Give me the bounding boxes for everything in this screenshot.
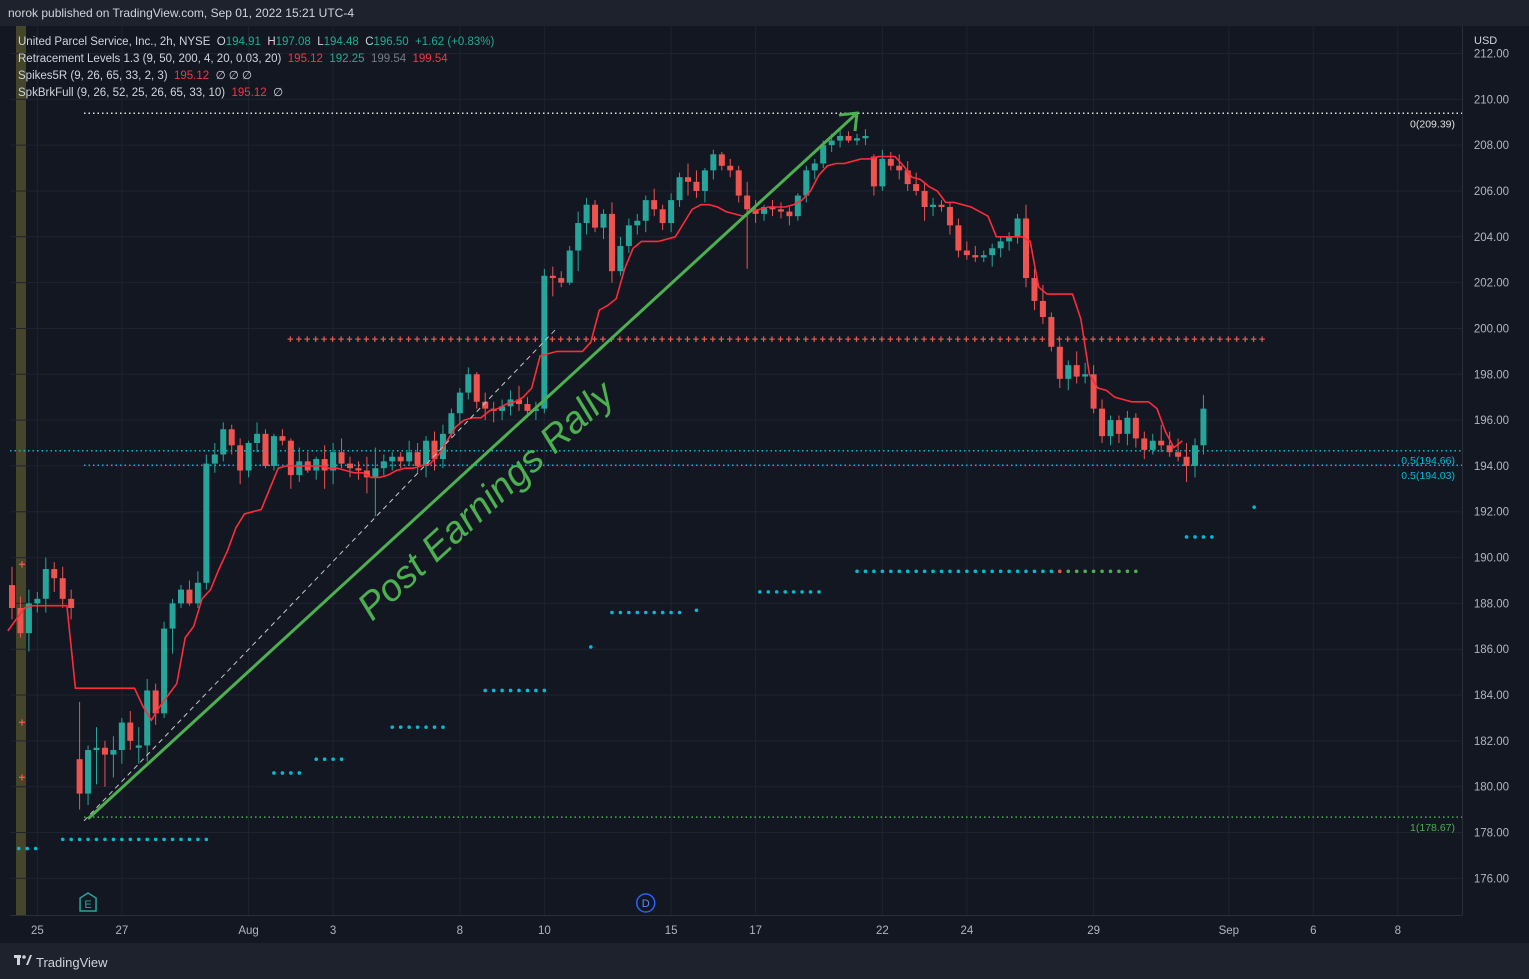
time-axis[interactable] <box>10 915 1462 944</box>
o-label: O <box>216 36 226 48</box>
l-value: 194.48 <box>323 36 359 48</box>
c-value: 196.50 <box>373 36 409 48</box>
footer-brand: TradingView <box>36 955 108 970</box>
ind1-v4: 199.54 <box>412 53 448 65</box>
h-label: H <box>267 36 276 48</box>
chart-pane[interactable] <box>10 26 1462 915</box>
c-label: C <box>365 36 374 48</box>
ind1-v3: 199.54 <box>370 53 407 65</box>
l-label: L <box>317 36 324 48</box>
change-value: +1.62 (+0.83%) <box>415 36 495 48</box>
ind1-name: Retracement Levels 1.3 (9, 50, 200, 4, 2… <box>18 53 282 65</box>
legend-main: United Parcel Service, Inc., 2h, NYSE O1… <box>18 34 494 51</box>
ind3-name: SpkBrkFull (9, 26, 52, 25, 26, 65, 33, 1… <box>18 87 226 99</box>
ind1-v1: 195.12 <box>287 53 323 65</box>
tradingview-logo-icon <box>14 955 32 965</box>
ind2-v1: 195.12 <box>173 70 210 82</box>
o-value: 194.91 <box>225 36 261 48</box>
ind1-v2: 192.25 <box>329 53 365 65</box>
legend-ind2[interactable]: Spikes5R (9, 26, 65, 33, 2, 3) 195.12 ∅ … <box>18 68 494 85</box>
price-axis[interactable] <box>1462 26 1529 915</box>
publisher-text: norok published on TradingView.com, Sep … <box>8 6 354 20</box>
ind2-name: Spikes5R (9, 26, 65, 33, 2, 3) <box>18 70 168 82</box>
legend: United Parcel Service, Inc., 2h, NYSE O1… <box>18 34 494 102</box>
ind3-v1: 195.12 <box>231 87 267 99</box>
legend-ind1[interactable]: Retracement Levels 1.3 (9, 50, 200, 4, 2… <box>18 51 494 68</box>
footer-bar: TradingView <box>0 943 1529 979</box>
h-value: 197.08 <box>275 36 311 48</box>
legend-ind3[interactable]: SpkBrkFull (9, 26, 52, 25, 26, 65, 33, 1… <box>18 85 494 102</box>
publisher-bar: norok published on TradingView.com, Sep … <box>0 0 1529 26</box>
symbol-name: United Parcel Service, Inc., 2h, NYSE <box>18 36 211 48</box>
ind2-rest: ∅ ∅ ∅ <box>215 70 253 82</box>
ind3-rest: ∅ <box>273 87 284 99</box>
